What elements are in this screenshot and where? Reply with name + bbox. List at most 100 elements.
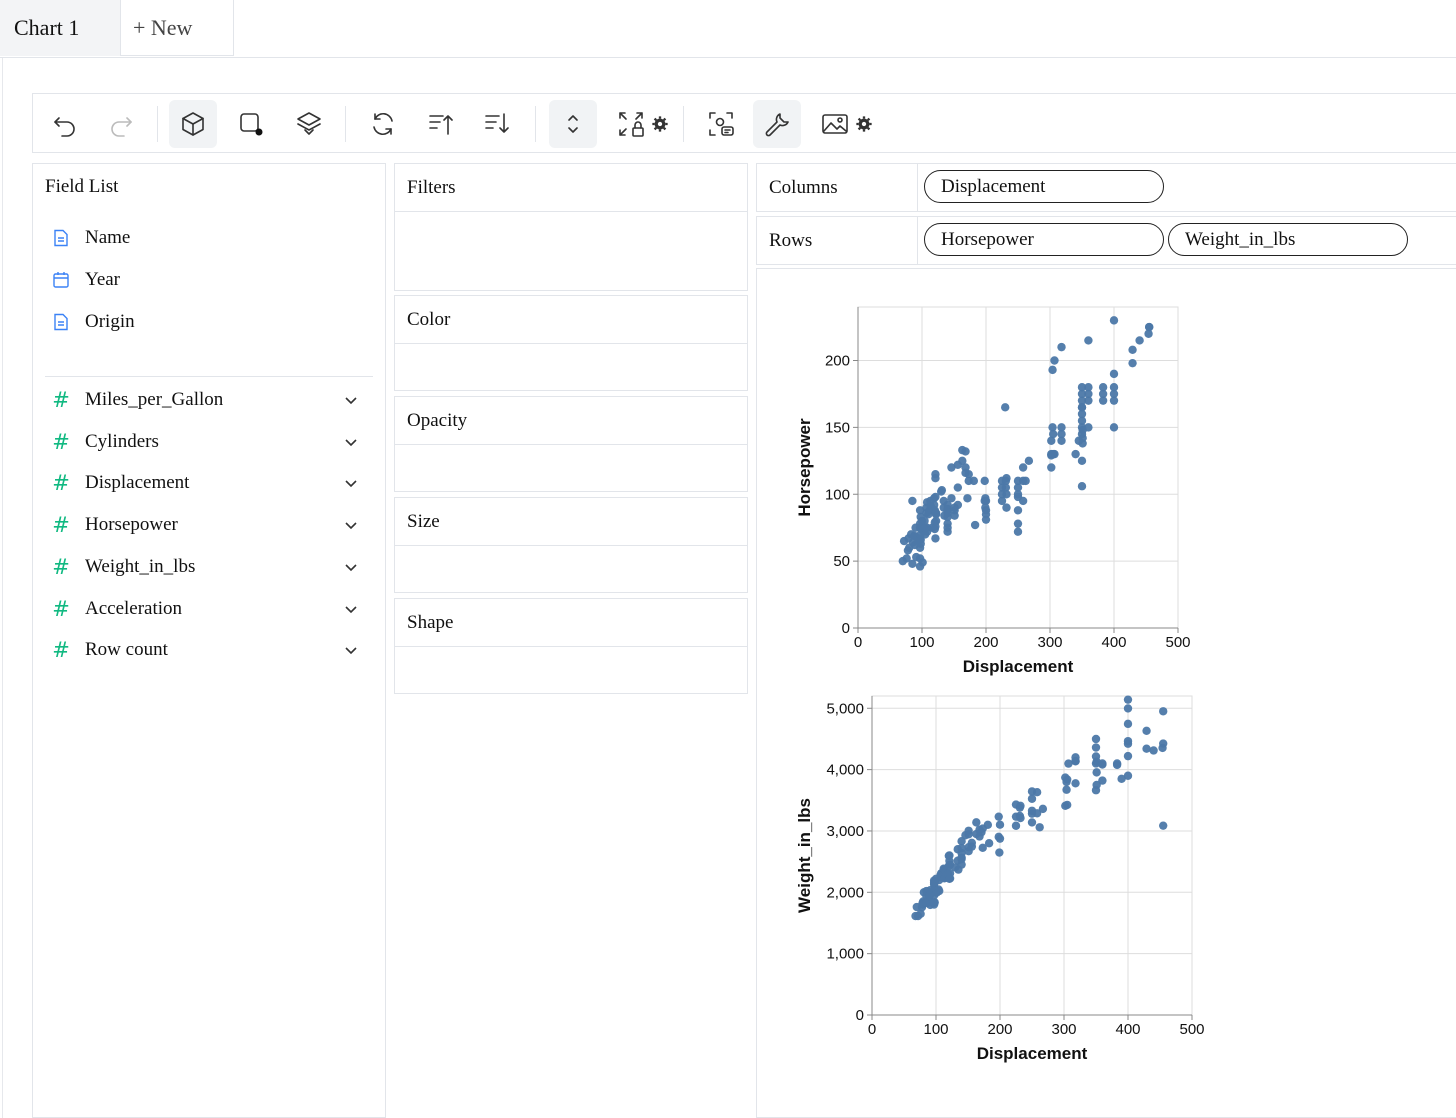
transpose-button[interactable] bbox=[359, 100, 407, 148]
data-point bbox=[1084, 396, 1093, 405]
y-tick-label: 200 bbox=[825, 353, 850, 370]
x-tick-label: 0 bbox=[854, 634, 862, 651]
filters-label: Filters bbox=[395, 164, 747, 212]
columns-shelf[interactable]: Columns Displacement bbox=[756, 163, 1456, 212]
chevron-down-icon[interactable] bbox=[343, 517, 359, 533]
explain-button[interactable] bbox=[697, 100, 745, 148]
data-point bbox=[1123, 751, 1133, 761]
chevron-down-icon[interactable] bbox=[343, 434, 359, 450]
mark-type-button[interactable] bbox=[169, 100, 217, 148]
data-point bbox=[1109, 389, 1119, 399]
row-pill-horsepower[interactable]: Horsepower bbox=[924, 223, 1164, 256]
data-point bbox=[931, 534, 940, 543]
data-point bbox=[1057, 342, 1066, 352]
fit-lock-button[interactable] bbox=[607, 100, 655, 148]
expand-lock-icon bbox=[619, 112, 644, 137]
sort-descending-button[interactable] bbox=[473, 100, 521, 148]
data-point bbox=[1142, 726, 1151, 735]
data-point bbox=[930, 898, 939, 907]
data-point bbox=[1123, 719, 1133, 729]
field-item-acceleration[interactable]: # Acceleration bbox=[49, 589, 359, 629]
export-image-button[interactable] bbox=[811, 100, 859, 148]
undo-button[interactable] bbox=[41, 100, 89, 148]
data-point bbox=[1098, 383, 1108, 392]
data-point bbox=[964, 826, 973, 835]
data-point bbox=[947, 463, 956, 472]
export-settings-button[interactable] bbox=[855, 115, 873, 133]
data-point bbox=[1084, 336, 1093, 345]
layers-button[interactable] bbox=[285, 100, 333, 148]
data-point bbox=[1109, 369, 1119, 379]
redo-button[interactable] bbox=[97, 100, 145, 148]
data-point bbox=[908, 496, 917, 506]
data-point bbox=[945, 851, 954, 860]
data-point bbox=[1109, 383, 1119, 392]
y-tick-label: 0 bbox=[856, 1007, 864, 1024]
data-point bbox=[1027, 794, 1037, 803]
number-icon: # bbox=[52, 388, 70, 412]
stack-button[interactable] bbox=[227, 100, 275, 148]
field-item-year[interactable]: Year bbox=[49, 260, 359, 300]
size-encoding-box[interactable]: Size bbox=[394, 497, 748, 593]
data-point bbox=[1011, 821, 1021, 830]
color-encoding-box[interactable]: Color bbox=[394, 295, 748, 391]
sort-ascending-button[interactable] bbox=[417, 100, 465, 148]
y-axis-title: Horsepower bbox=[795, 418, 814, 517]
data-point bbox=[1063, 800, 1072, 810]
data-point bbox=[931, 516, 941, 526]
data-point bbox=[1135, 336, 1144, 345]
settings-gear-button[interactable] bbox=[651, 115, 669, 133]
data-point bbox=[1024, 456, 1034, 466]
config-button[interactable] bbox=[753, 100, 801, 148]
data-point bbox=[1077, 409, 1087, 419]
y-tick-label: 100 bbox=[825, 486, 850, 503]
data-point bbox=[961, 447, 970, 456]
data-point bbox=[1016, 813, 1025, 823]
opacity-label: Opacity bbox=[395, 397, 747, 445]
number-icon: # bbox=[52, 429, 70, 454]
field-item-displacement[interactable]: # Displacement bbox=[49, 463, 359, 503]
data-point bbox=[981, 496, 991, 506]
chevron-down-icon[interactable] bbox=[343, 475, 359, 491]
x-axis-title: Displacement bbox=[963, 657, 1074, 676]
image-icon bbox=[822, 114, 848, 134]
field-item-weight-in-lbs[interactable]: # Weight_in_lbs bbox=[49, 547, 359, 587]
data-point bbox=[1027, 818, 1037, 827]
row-pill-weight[interactable]: Weight_in_lbs bbox=[1168, 223, 1408, 256]
chevron-down-icon[interactable] bbox=[343, 392, 359, 408]
data-point bbox=[1077, 456, 1087, 466]
size-mode-button[interactable] bbox=[549, 100, 597, 148]
chevron-down-icon[interactable] bbox=[343, 642, 359, 658]
field-label: Cylinders bbox=[85, 430, 159, 452]
field-item-origin[interactable]: Origin bbox=[49, 302, 359, 342]
field-item-name[interactable]: Name bbox=[49, 218, 359, 258]
data-point bbox=[915, 506, 925, 515]
data-point bbox=[1013, 483, 1023, 492]
data-point bbox=[1062, 777, 1071, 787]
plot-frame bbox=[857, 306, 1179, 629]
filters-box[interactable]: Filters bbox=[394, 163, 748, 291]
data-point bbox=[918, 558, 927, 567]
data-point bbox=[1117, 774, 1126, 784]
data-point bbox=[908, 559, 917, 568]
field-item-row-count[interactable]: # Row count bbox=[49, 630, 359, 670]
data-point bbox=[1035, 823, 1044, 832]
tab-chart-1[interactable]: Chart 1 bbox=[0, 0, 120, 56]
opacity-encoding-box[interactable]: Opacity bbox=[394, 396, 748, 492]
data-point bbox=[1071, 753, 1080, 762]
field-item-cylinders[interactable]: # Cylinders bbox=[49, 422, 359, 462]
chevron-down-icon[interactable] bbox=[343, 559, 359, 575]
data-point bbox=[963, 494, 972, 503]
data-point bbox=[1002, 474, 1011, 483]
column-pill-displacement[interactable]: Displacement bbox=[924, 170, 1164, 203]
field-item-miles-per-gallon[interactable]: # Miles_per_Gallon bbox=[49, 380, 359, 420]
field-item-horsepower[interactable]: # Horsepower bbox=[49, 505, 359, 545]
tab-new[interactable]: + New bbox=[120, 0, 234, 56]
rows-shelf[interactable]: Rows Horsepower Weight_in_lbs bbox=[756, 216, 1456, 265]
y-tick-label: 150 bbox=[825, 419, 850, 436]
field-label: Acceleration bbox=[85, 597, 183, 619]
chevron-up-down-icon bbox=[568, 115, 578, 133]
shape-encoding-box[interactable]: Shape bbox=[394, 598, 748, 694]
chevron-down-icon[interactable] bbox=[343, 601, 359, 617]
columns-label: Columns bbox=[757, 164, 918, 211]
